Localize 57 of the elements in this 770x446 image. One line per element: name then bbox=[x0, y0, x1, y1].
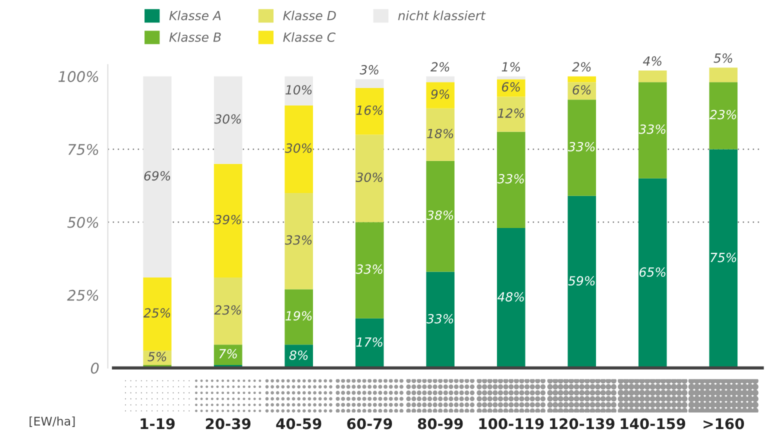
data-label: 2% bbox=[430, 62, 450, 72]
x-axis-title: [EW/ha] bbox=[30, 416, 75, 427]
data-label: 18% bbox=[427, 128, 454, 138]
data-label: 10% bbox=[286, 85, 312, 95]
data-label: 48% bbox=[497, 292, 524, 302]
y-tick-label: 0 bbox=[90, 362, 99, 374]
data-label: 75% bbox=[710, 252, 736, 262]
y-tick-label: 75% bbox=[68, 144, 98, 155]
data-label: 1% bbox=[502, 62, 520, 72]
legend-label: Klasse A bbox=[169, 10, 221, 20]
data-label: 2% bbox=[572, 62, 591, 72]
data-label: 33% bbox=[638, 124, 666, 134]
legend-label: Klasse B bbox=[169, 32, 221, 42]
y-tick-label: 50% bbox=[67, 216, 98, 228]
data-label: 30% bbox=[356, 172, 382, 182]
data-label: 17% bbox=[356, 337, 382, 347]
legend-label: nicht klassiert bbox=[398, 10, 486, 20]
data-label: 39% bbox=[214, 214, 241, 224]
legend-label: Klasse D bbox=[283, 10, 336, 20]
data-label: 6% bbox=[502, 82, 520, 92]
x-tick-label: 20-39 bbox=[206, 418, 250, 430]
data-label: 33% bbox=[568, 142, 595, 152]
data-label: 38% bbox=[426, 210, 454, 220]
data-label: 19% bbox=[286, 311, 312, 321]
x-tick-label: 1-19 bbox=[140, 418, 175, 430]
data-label: 30% bbox=[284, 143, 312, 153]
data-label: 5% bbox=[148, 352, 166, 362]
data-label: 16% bbox=[356, 106, 382, 115]
x-tick-label: 40-59 bbox=[276, 418, 322, 430]
y-tick-label: 25% bbox=[67, 290, 98, 301]
data-label: 5% bbox=[714, 53, 732, 63]
data-label: 23% bbox=[710, 110, 736, 120]
legend-label: Klasse C bbox=[283, 32, 336, 42]
data-label: 65% bbox=[640, 267, 666, 277]
data-label: 33% bbox=[497, 174, 524, 184]
data-label: 33% bbox=[356, 264, 382, 274]
data-label: 33% bbox=[426, 314, 454, 324]
data-label: 6% bbox=[572, 85, 591, 95]
data-label: 9% bbox=[430, 89, 450, 99]
x-tick-label: 60-79 bbox=[347, 418, 392, 430]
data-label: 4% bbox=[642, 56, 662, 66]
x-tick-label: 80-99 bbox=[418, 418, 463, 430]
data-label: 7% bbox=[219, 349, 237, 358]
data-label: 8% bbox=[289, 350, 308, 360]
x-tick-label: 100-119 bbox=[479, 418, 544, 430]
y-tick-label: 100% bbox=[58, 71, 98, 82]
data-label: 59% bbox=[568, 276, 595, 286]
data-label: 23% bbox=[214, 305, 241, 315]
data-label: 33% bbox=[284, 235, 312, 245]
data-label: 69% bbox=[144, 171, 170, 181]
x-tick-label: 120-139 bbox=[550, 418, 614, 430]
data-label: 25% bbox=[143, 308, 170, 318]
x-tick-label: 140-159 bbox=[620, 418, 686, 430]
data-label: 3% bbox=[360, 65, 378, 74]
data-label: 12% bbox=[498, 108, 524, 118]
x-tick-label: >160 bbox=[704, 418, 744, 430]
data-label: 30% bbox=[214, 114, 241, 124]
